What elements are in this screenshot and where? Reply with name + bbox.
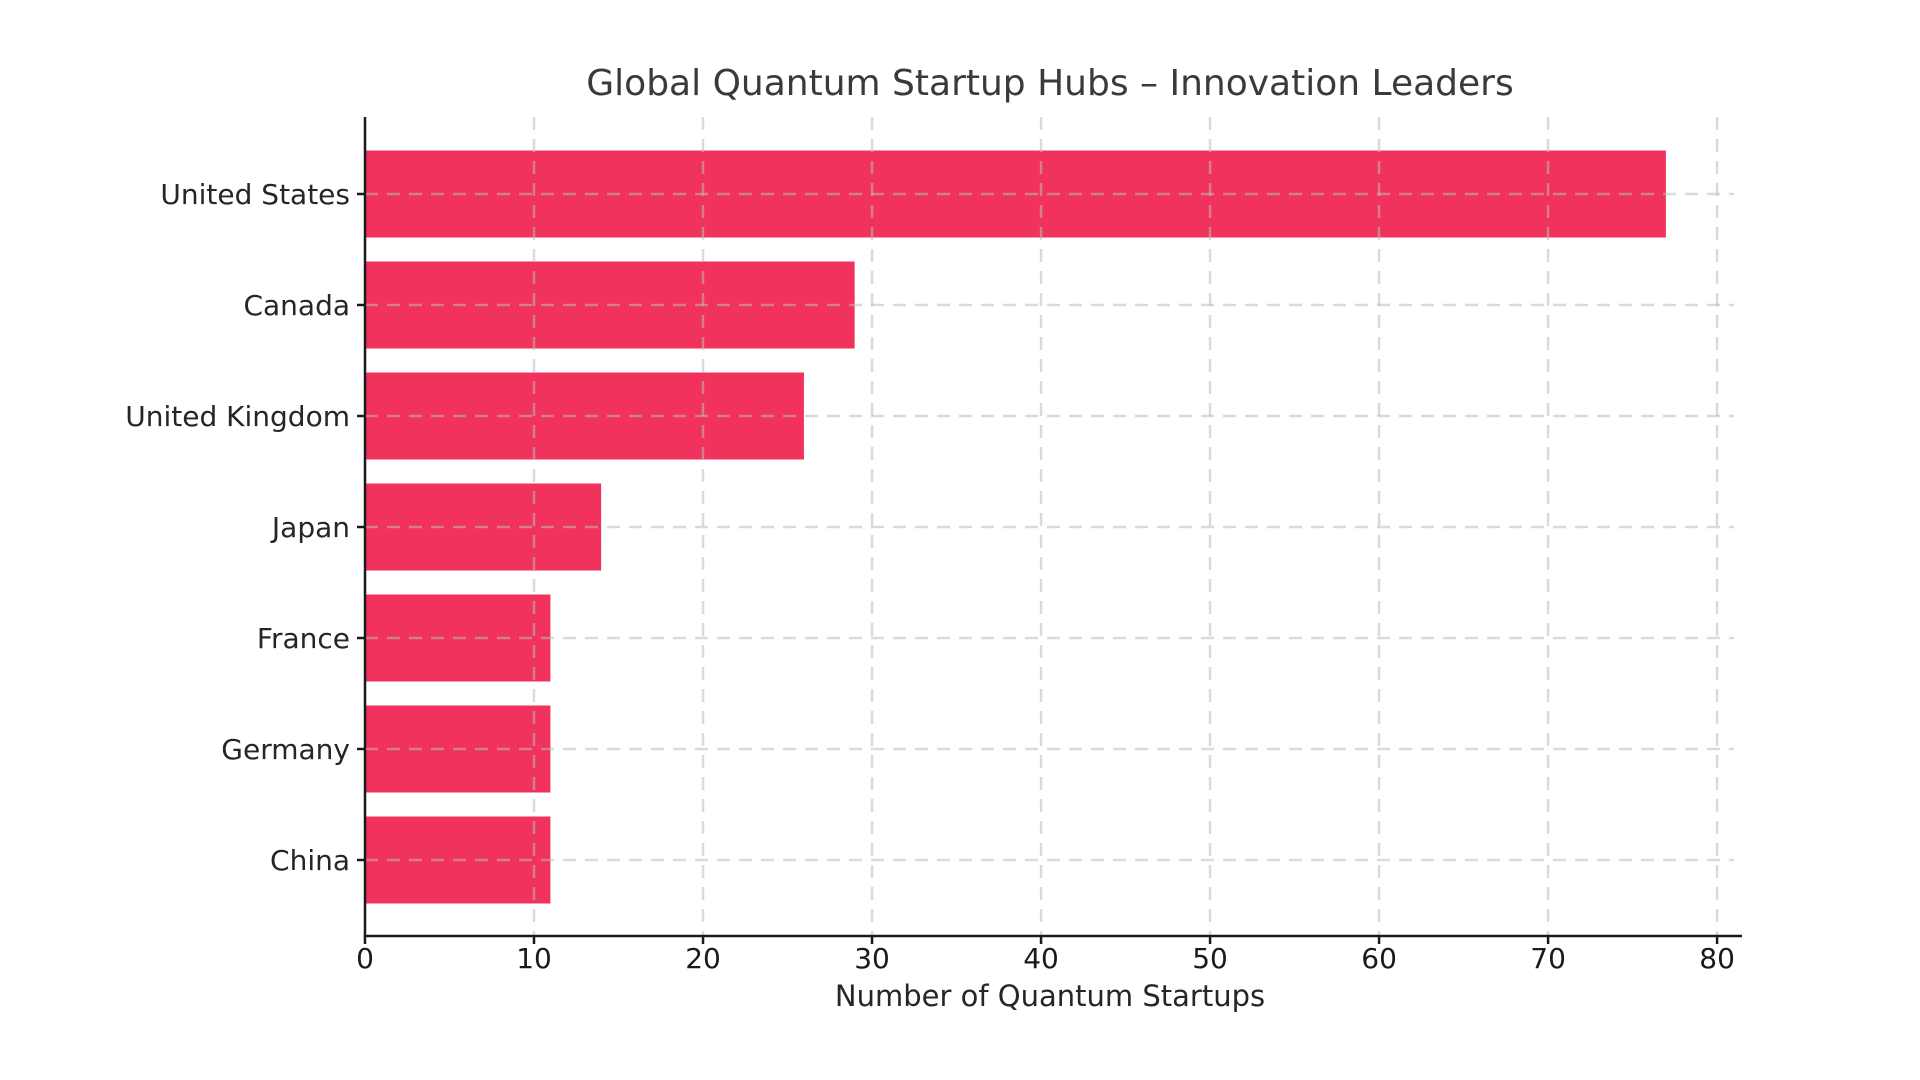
y-tick-label-united-kingdom: United Kingdom — [125, 400, 350, 433]
x-tick-label-10: 10 — [516, 942, 552, 975]
x-tick-label-80: 80 — [1699, 942, 1735, 975]
x-tick-label-0: 0 — [356, 942, 374, 975]
x-tick-label-50: 50 — [1192, 942, 1228, 975]
y-tick-label-canada: Canada — [243, 289, 350, 322]
x-tick-label-20: 20 — [685, 942, 721, 975]
tick-marks-group — [357, 192, 1719, 944]
y-tick-label-france: France — [257, 622, 350, 655]
gridlines-group — [365, 117, 1734, 936]
y-tick-label-united-states: United States — [160, 178, 350, 211]
x-axis-label: Number of Quantum Startups — [835, 979, 1265, 1013]
bars-group — [364, 149, 1667, 905]
bar-united-kingdom — [364, 371, 805, 461]
y-tick-label-germany: Germany — [221, 733, 350, 766]
y-tick-label-china: China — [270, 844, 350, 877]
x-tick-label-70: 70 — [1530, 942, 1566, 975]
x-tick-labels-group: 0 10 20 30 40 50 60 70 80 — [356, 942, 1735, 975]
x-tick-label-30: 30 — [854, 942, 890, 975]
x-tick-label-40: 40 — [1023, 942, 1059, 975]
y-category-labels-group: United States Canada United Kingdom Japan Fr… — [125, 178, 350, 877]
y-tick-label-japan: Japan — [270, 511, 350, 544]
x-tick-label-60: 60 — [1361, 942, 1397, 975]
chart-title: Global Quantum Startup Hubs – Innovation… — [586, 63, 1513, 104]
